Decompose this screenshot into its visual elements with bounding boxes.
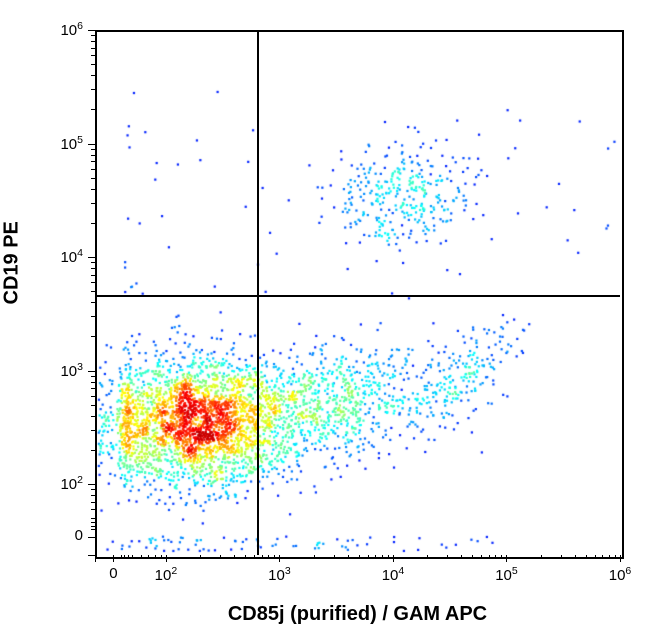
y-tick-mark: [88, 537, 95, 538]
y-tick-label: 103: [0, 361, 83, 380]
y-tick-mark: [88, 555, 95, 556]
y-tick-mark: [88, 144, 95, 145]
x-tick-mark: [620, 555, 621, 562]
x-tick-label: 102: [141, 565, 191, 584]
x-axis-label: CD85j (purified) / GAM APC: [95, 603, 620, 626]
y-tick-label: 105: [0, 134, 83, 153]
quadrant-horizontal-line: [95, 295, 620, 297]
x-tick-mark: [506, 555, 507, 562]
flow-cytometry-chart: CD19 PE CD85j (purified) / GAM APC 01021…: [0, 0, 646, 641]
quadrant-vertical-line: [257, 30, 259, 555]
y-tick-label: 106: [0, 20, 83, 39]
y-tick-label: 0: [0, 527, 83, 544]
y-tick-label: 104: [0, 247, 83, 266]
x-tick-label: 0: [88, 565, 138, 582]
y-tick-mark: [88, 30, 95, 31]
y-axis-label: CD19 PE: [1, 284, 24, 304]
y-tick-label: 102: [0, 474, 83, 493]
y-tick-mark: [88, 371, 95, 372]
x-tick-label: 105: [481, 565, 531, 584]
x-tick-mark: [95, 555, 96, 562]
x-tick-mark: [393, 555, 394, 562]
x-tick-label: 103: [254, 565, 304, 584]
x-tick-label: 104: [368, 565, 418, 584]
x-tick-label: 106: [595, 565, 645, 584]
y-tick-mark: [88, 484, 95, 485]
x-tick-mark: [166, 555, 167, 562]
x-tick-mark: [279, 555, 280, 562]
x-tick-mark: [113, 555, 114, 562]
scatter-canvas: [0, 0, 646, 641]
y-tick-mark: [88, 257, 95, 258]
